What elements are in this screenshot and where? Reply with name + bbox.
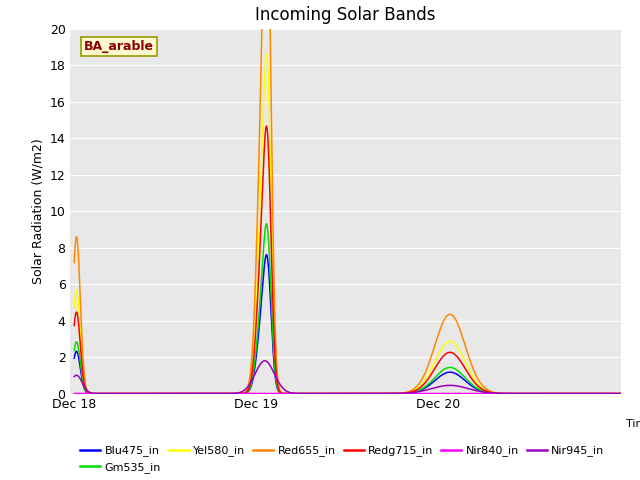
Yel580_in	[304, 391, 312, 396]
Yel580_in	[617, 391, 625, 396]
Line: Blu475_in: Blu475_in	[74, 255, 621, 394]
Blu475_in	[304, 391, 312, 396]
Line: Yel580_in: Yel580_in	[74, 54, 621, 394]
Nir945_in	[548, 391, 556, 396]
Nir945_in	[143, 391, 150, 396]
Redg715_in	[70, 323, 78, 328]
Red655_in	[607, 391, 614, 396]
Yel580_in	[548, 391, 556, 396]
Nir945_in	[280, 386, 288, 392]
Yel580_in	[165, 391, 173, 396]
Nir840_in	[165, 391, 173, 396]
Redg715_in	[165, 391, 173, 396]
Nir945_in	[132, 391, 140, 396]
Red655_in	[165, 391, 173, 396]
Nir945_in	[304, 391, 312, 396]
Nir840_in	[303, 391, 311, 396]
Redg715_in	[304, 391, 312, 396]
Gm535_in	[262, 221, 270, 227]
Blu475_in	[617, 391, 625, 396]
Gm535_in	[304, 391, 312, 396]
Blu475_in	[280, 391, 288, 396]
Gm535_in	[148, 391, 156, 396]
Red655_in	[617, 391, 625, 396]
Title: Incoming Solar Bands: Incoming Solar Bands	[255, 6, 436, 24]
Redg715_in	[262, 123, 270, 129]
Nir840_in	[606, 391, 614, 396]
Red655_in	[280, 391, 288, 396]
Line: Nir945_in: Nir945_in	[74, 361, 621, 394]
Nir840_in	[70, 391, 78, 396]
Redg715_in	[617, 391, 625, 396]
Blu475_in	[262, 252, 270, 258]
Gm535_in	[280, 391, 288, 396]
Text: BA_arable: BA_arable	[84, 40, 154, 53]
Yel580_in	[148, 391, 156, 396]
Legend: Blu475_in, Gm535_in, Yel580_in, Red655_in, Redg715_in, Nir840_in, Nir945_in: Blu475_in, Gm535_in, Yel580_in, Red655_i…	[76, 441, 609, 478]
Blu475_in	[148, 391, 156, 396]
Nir945_in	[70, 374, 78, 380]
Redg715_in	[607, 391, 614, 396]
Yel580_in	[262, 51, 270, 57]
Nir840_in	[280, 391, 287, 396]
Redg715_in	[280, 391, 288, 396]
Yel580_in	[132, 391, 140, 396]
Blu475_in	[165, 391, 173, 396]
Nir945_in	[617, 391, 625, 396]
Red655_in	[132, 391, 140, 396]
Red655_in	[304, 391, 312, 396]
Gm535_in	[132, 391, 140, 396]
Gm535_in	[165, 391, 173, 396]
Yel580_in	[70, 304, 78, 310]
Red655_in	[548, 391, 556, 396]
Nir840_in	[132, 391, 140, 396]
Nir945_in	[165, 391, 173, 396]
Y-axis label: Solar Radiation (W/m2): Solar Radiation (W/m2)	[31, 138, 44, 284]
Redg715_in	[132, 391, 140, 396]
Blu475_in	[132, 391, 140, 396]
Nir945_in	[607, 391, 614, 396]
Red655_in	[70, 260, 78, 265]
Gm535_in	[548, 391, 556, 396]
Gm535_in	[70, 348, 78, 353]
Line: Gm535_in: Gm535_in	[74, 224, 621, 394]
Nir945_in	[261, 358, 269, 364]
Blu475_in	[607, 391, 614, 396]
Blu475_in	[548, 391, 556, 396]
Nir840_in	[547, 391, 555, 396]
Yel580_in	[280, 391, 288, 396]
Blu475_in	[70, 355, 78, 361]
Redg715_in	[548, 391, 556, 396]
Nir840_in	[617, 391, 625, 396]
Yel580_in	[607, 391, 614, 396]
Text: Time: Time	[627, 419, 640, 429]
Redg715_in	[148, 391, 156, 396]
Gm535_in	[607, 391, 614, 396]
Gm535_in	[617, 391, 625, 396]
Red655_in	[148, 391, 156, 396]
Line: Redg715_in: Redg715_in	[74, 126, 621, 394]
Line: Red655_in: Red655_in	[74, 0, 621, 394]
